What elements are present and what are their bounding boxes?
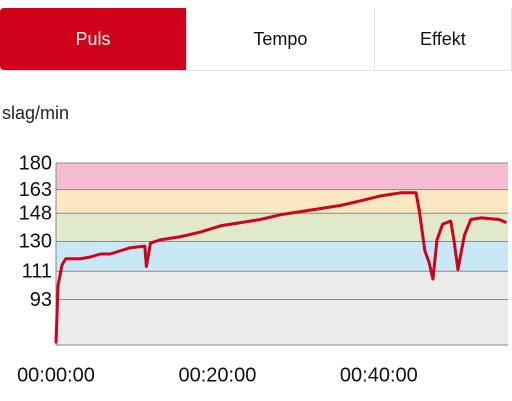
y-tick-label: 148 [19,202,52,224]
y-tick-label: 111 [22,261,52,283]
y-tick-label: 93 [30,289,52,311]
tab[interactable]: Puls [0,8,187,70]
tab[interactable]: Effekt [374,8,512,70]
y-axis-label: slag/min [2,103,69,123]
zone-band [56,271,508,300]
x-tick-label: 00:40:00 [340,364,418,386]
x-tick-label: 00:20:00 [178,364,256,386]
y-tick-label: 130 [19,231,52,253]
x-tick-label: 00:00:00 [17,364,95,386]
zone-band [56,299,508,345]
tab-bar: Puls Tempo Effekt [0,8,512,71]
zone-band [56,213,508,242]
zone-band [56,163,508,190]
zone-band [56,189,508,214]
zone-band [56,241,508,272]
line-series [54,191,507,344]
tab[interactable]: Tempo [186,8,375,70]
y-tick-label: 163 [19,179,52,201]
y-tick-label: 180 [19,152,52,174]
